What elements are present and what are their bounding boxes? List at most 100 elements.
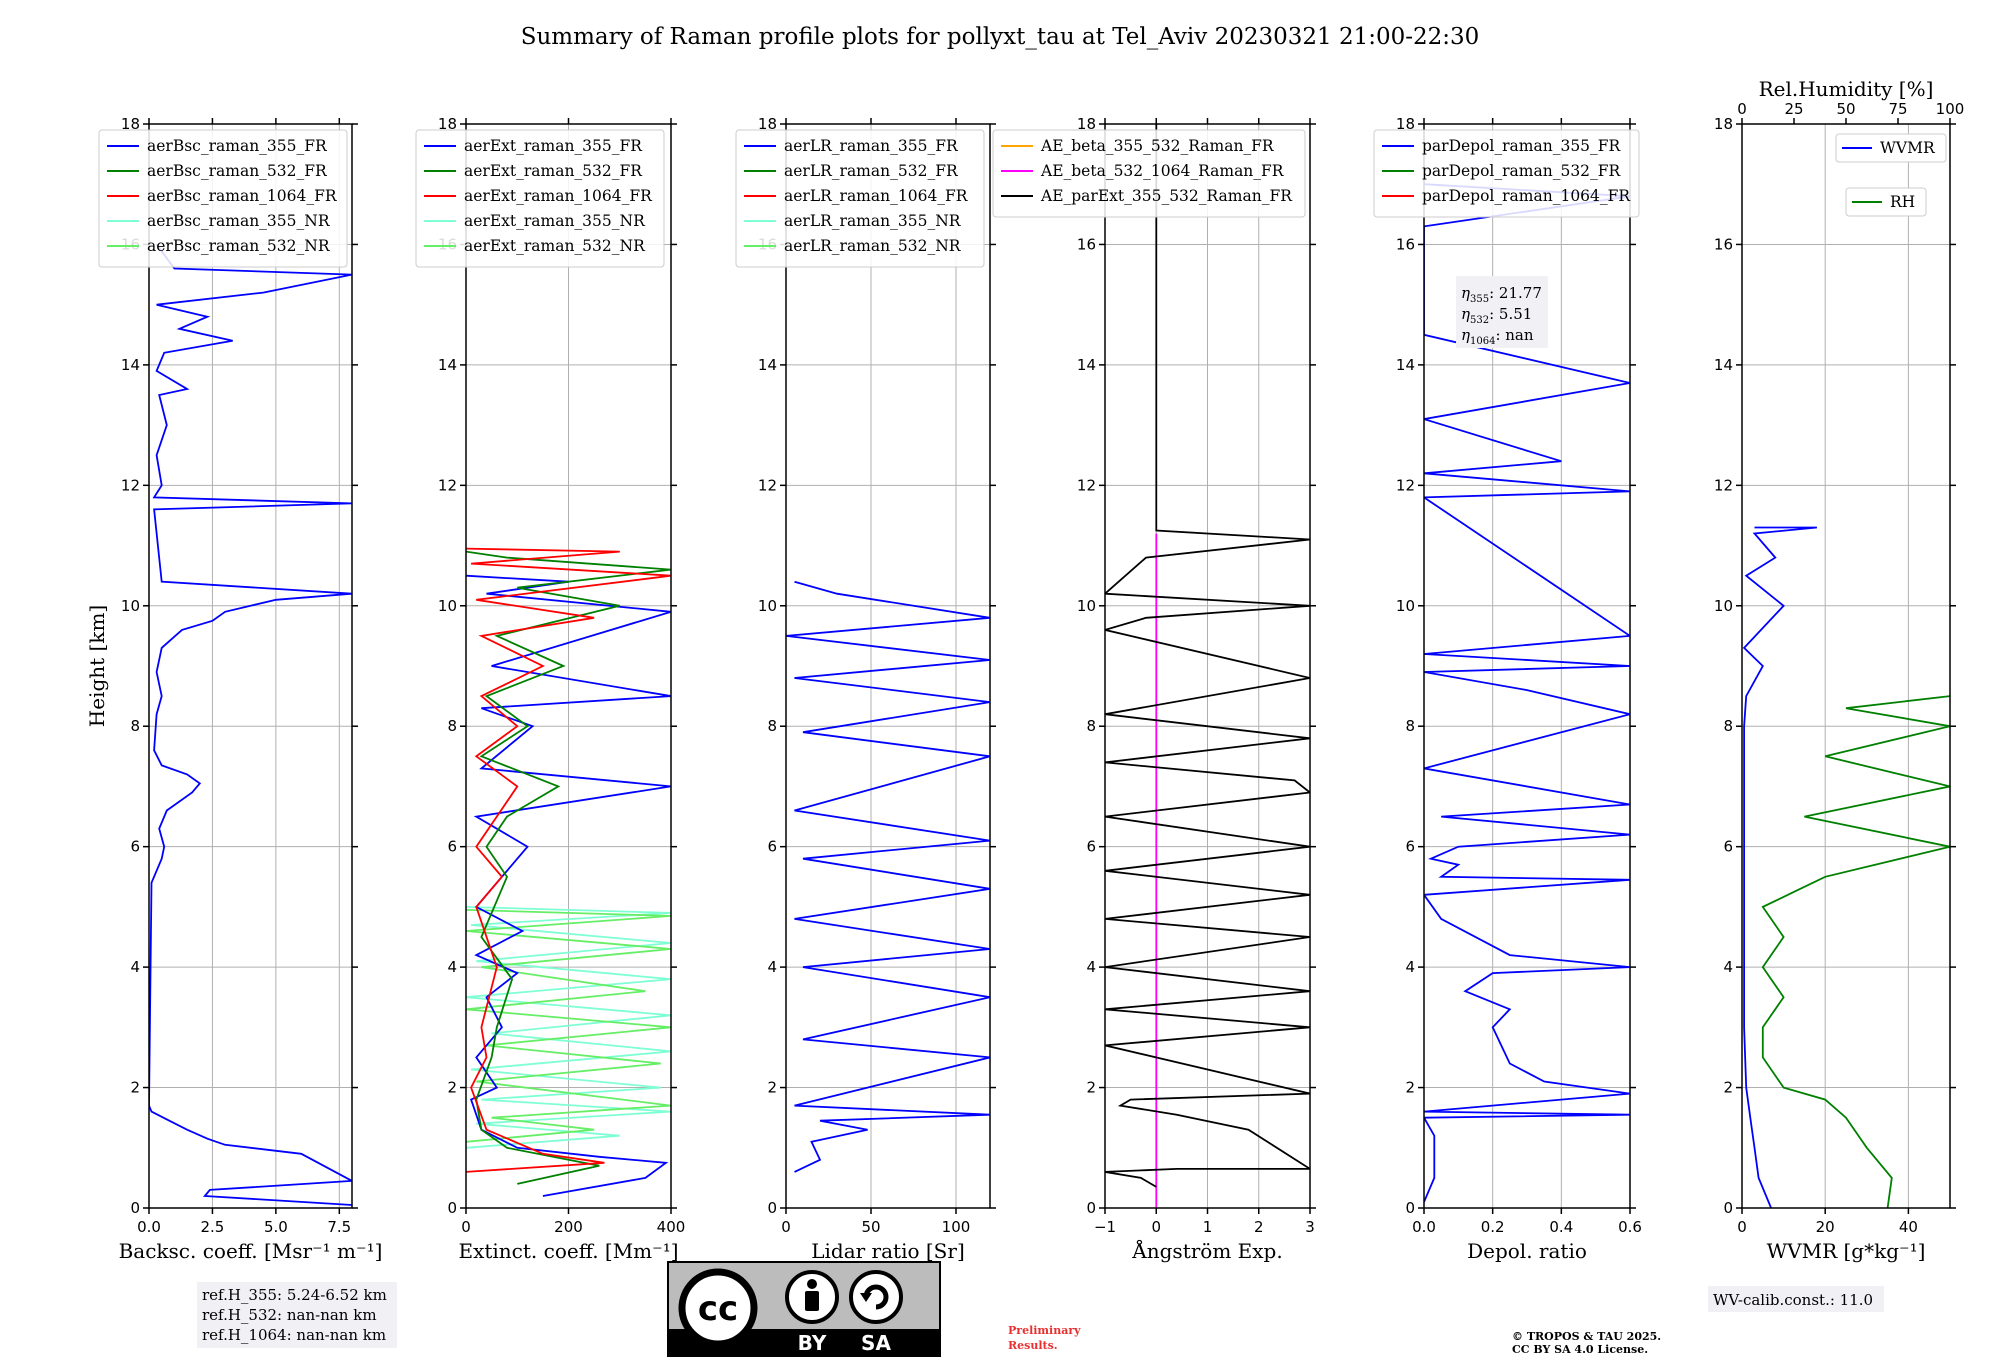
x-tick-label: 100: [942, 1218, 971, 1236]
panel-ext: 0246810121416180200400Extinct. coeff. [M…: [415, 115, 686, 1263]
legend-entry-label: aerLR_raman_532_FR: [784, 162, 959, 180]
y-tick-label: 2: [130, 1079, 140, 1097]
y-tick-label: 10: [758, 597, 777, 615]
y-tick-label: 18: [438, 115, 457, 133]
x2-tick-label: 50: [1836, 100, 1855, 118]
y-tick-label: 4: [447, 958, 457, 976]
x-tick-label: 200: [554, 1218, 583, 1236]
x-tick-label: 0.4: [1549, 1218, 1573, 1236]
x-tick-label: 400: [657, 1218, 686, 1236]
eta-line: η355: 21.77: [1461, 284, 1542, 305]
x-tick-label: 3: [1305, 1218, 1315, 1236]
series-group: [1424, 183, 1630, 1203]
by-label: BY: [798, 1331, 827, 1355]
eta-symbol: η: [1461, 284, 1470, 302]
legend-entry-label: AE_beta_532_1064_Raman_FR: [1040, 162, 1285, 180]
legend-entry-label: aerExt_raman_1064_FR: [464, 187, 653, 205]
legend-box: [992, 129, 1306, 218]
legend: AE_beta_355_532_Raman_FR AE_beta_532_1064…: [992, 129, 1306, 218]
y-tick-label: 8: [130, 717, 140, 735]
wv-calib-box: WV-calib.const.: 11.0: [1708, 1286, 1884, 1312]
y-tick-label: 6: [1723, 838, 1733, 856]
preliminary-label-2: Results.: [1008, 1339, 1058, 1352]
x-axis-label: Extinct. coeff. [Mm⁻¹]: [458, 1239, 678, 1263]
legend-box: [415, 129, 665, 268]
legend-entry-label: aerBsc_raman_1064_FR: [147, 187, 338, 205]
sa-share-icon: [849, 1270, 903, 1324]
legend: aerLR_raman_355_FR aerLR_raman_532_FR aerL…: [735, 129, 985, 268]
y-tick-label: 8: [447, 717, 457, 735]
axes-frame: [1741, 123, 1951, 1209]
y-tick-label: 6: [1405, 838, 1415, 856]
y-tick-label: 14: [438, 356, 457, 374]
x-axis-label: Lidar ratio [Sr]: [811, 1239, 965, 1263]
y-tick-label: 18: [121, 115, 140, 133]
y-tick-label: 18: [1396, 115, 1415, 133]
ref-height-bg: [197, 1282, 397, 1348]
y-tick-label: 14: [758, 356, 777, 374]
series-group: [149, 243, 352, 1206]
legend-entry-label: aerBsc_raman_532_NR: [147, 237, 331, 255]
x2-tick-label: 0: [1737, 100, 1747, 118]
y-tick-label: 6: [767, 838, 777, 856]
legend-entry-label: parDepol_raman_532_FR: [1422, 162, 1622, 180]
x-tick-label: 0: [1151, 1218, 1161, 1236]
legend-entry-label: AE_beta_355_532_Raman_FR: [1040, 137, 1275, 155]
eta-line: η532: 5.51: [1461, 305, 1532, 326]
panel-depol: 0 2 4 6 8 10 12 14 16 18 0.0 0.2 0.4 0.6 Depol. ratio p…: [1373, 115, 1642, 1263]
x2-tick-label: 25: [1784, 100, 1803, 118]
legend-entry-label: aerBsc_raman_355_NR: [147, 212, 331, 230]
eta-symbol: η: [1461, 305, 1470, 323]
series-AE_parExt_355_532_Raman_FR: [1105, 124, 1310, 1188]
ref-height-box: ref.H_355: 5.24-6.52 km ref.H_532: nan-n…: [197, 1282, 397, 1348]
legend-box: [1373, 129, 1640, 218]
ref-height-532: ref.H_532: nan-nan km: [202, 1306, 377, 1324]
y-tick-label: 14: [1714, 356, 1733, 374]
series-group: [786, 580, 990, 1173]
y-tick-label: 4: [130, 958, 140, 976]
y-tick-label: 4: [1405, 958, 1415, 976]
x-tick-label: 0: [461, 1218, 471, 1236]
y-tick-label: 18: [758, 115, 777, 133]
eta-box-bg: [1456, 276, 1548, 348]
y-tick-label: 0: [1405, 1199, 1415, 1217]
y-tick-label: 10: [1077, 597, 1096, 615]
eta-value: : 5.51: [1489, 305, 1532, 323]
eta-subscript: 532: [1470, 315, 1489, 326]
series-RH: [1761, 695, 1950, 1208]
legend-entry-label: aerBsc_raman_355_FR: [147, 137, 328, 155]
y-tick-label: 18: [1077, 115, 1096, 133]
panel-lr: 024681012141618050100Lidar ratio [Sr]aer…: [735, 115, 996, 1263]
eta-value: : 21.77: [1489, 284, 1542, 302]
y-tick-label: 12: [121, 476, 140, 494]
legend-entry-label: AE_parExt_355_532_Raman_FR: [1040, 187, 1293, 205]
y-tick-label: 8: [1405, 717, 1415, 735]
y-tick-label: 12: [438, 476, 457, 494]
y-tick-label: 6: [447, 838, 457, 856]
legend-entry-label: parDepol_raman_355_FR: [1422, 137, 1622, 155]
sa-label: SA: [861, 1331, 891, 1355]
copyright-line-1: © TROPOS & TAU 2025.: [1512, 1330, 1661, 1343]
y-tick-label: 16: [1714, 235, 1733, 253]
cc-by-sa-license-badge: cc BY SA: [667, 1261, 941, 1357]
x-axis-label: Depol. ratio: [1467, 1239, 1587, 1263]
series-WVMR: [1742, 526, 1817, 1208]
axes-frame: [785, 123, 991, 1209]
x-tick-label: 0: [781, 1218, 791, 1236]
series-aerExt_raman_1064_FR: [466, 547, 671, 1173]
x-tick-label: −1: [1094, 1218, 1116, 1236]
x-axis-label: Ångström Exp.: [1131, 1238, 1282, 1263]
ref-height-1064: ref.H_1064: nan-nan km: [202, 1326, 386, 1344]
y-tick-label: 10: [1714, 597, 1733, 615]
x-tick-label: 0.2: [1481, 1218, 1505, 1236]
x2-tick-label: 100: [1936, 100, 1965, 118]
y-tick-label: 12: [1077, 476, 1096, 494]
series-aerExt_raman_532_FR: [466, 550, 671, 1185]
legend-box: [1845, 187, 1927, 217]
ref-height-355: ref.H_355: 5.24-6.52 km: [202, 1286, 387, 1304]
y-tick-label: 16: [1077, 235, 1096, 253]
x-tick-label: 0.0: [137, 1218, 161, 1236]
x-tick-label: 5.0: [264, 1218, 288, 1236]
